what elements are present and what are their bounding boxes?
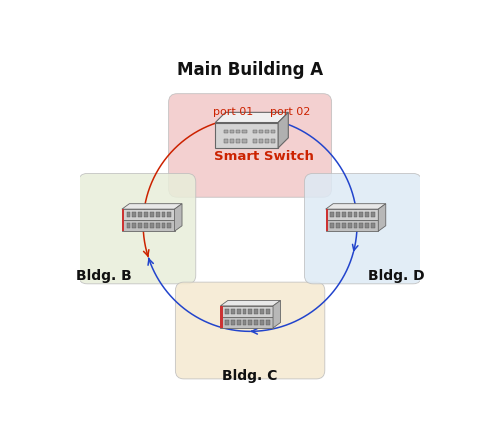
Bar (150, 223, 154, 228)
Bar (371, 212, 375, 217)
Polygon shape (122, 204, 182, 209)
Bar (266, 320, 270, 325)
Bar (236, 139, 241, 143)
Polygon shape (221, 300, 281, 306)
Bar (167, 212, 171, 217)
Bar (144, 212, 148, 217)
Bar (138, 223, 142, 228)
Bar (132, 223, 136, 228)
Text: Smart Switch: Smart Switch (214, 149, 314, 163)
Bar (230, 130, 234, 133)
Text: port 02: port 02 (270, 107, 311, 117)
Bar (254, 320, 258, 325)
Bar (336, 223, 340, 228)
Bar (336, 212, 340, 217)
Bar (259, 130, 263, 133)
Polygon shape (273, 300, 281, 328)
Bar (330, 212, 334, 217)
Polygon shape (221, 317, 273, 328)
Bar (265, 130, 269, 133)
Bar (360, 212, 363, 217)
Bar (122, 209, 124, 220)
FancyBboxPatch shape (79, 173, 196, 284)
Bar (225, 320, 229, 325)
Bar (167, 223, 171, 228)
Bar (150, 212, 154, 217)
Bar (259, 139, 263, 143)
Polygon shape (221, 306, 273, 317)
FancyBboxPatch shape (305, 173, 422, 284)
Bar (132, 212, 136, 217)
Bar (162, 212, 165, 217)
Bar (348, 223, 352, 228)
Bar (221, 306, 223, 317)
Bar (231, 320, 235, 325)
Text: Bldg. B: Bldg. B (76, 269, 131, 283)
Bar (224, 130, 228, 133)
Polygon shape (325, 209, 378, 220)
Text: Bldg. C: Bldg. C (223, 370, 278, 383)
Bar (237, 320, 241, 325)
Bar (325, 220, 328, 231)
Bar (122, 220, 124, 231)
Bar (366, 223, 369, 228)
Bar (366, 212, 369, 217)
Bar (242, 139, 246, 143)
Polygon shape (175, 204, 182, 231)
Bar (243, 309, 246, 314)
Bar (237, 309, 241, 314)
FancyBboxPatch shape (175, 282, 325, 379)
Bar (342, 212, 346, 217)
Polygon shape (325, 220, 378, 231)
Text: Bldg. D: Bldg. D (368, 269, 425, 283)
FancyBboxPatch shape (168, 93, 332, 197)
Bar (248, 320, 252, 325)
Bar (330, 223, 334, 228)
Polygon shape (278, 112, 288, 148)
Bar (348, 212, 352, 217)
Bar (156, 223, 160, 228)
Polygon shape (215, 123, 278, 148)
Bar (230, 139, 234, 143)
Bar (354, 223, 357, 228)
Bar (224, 139, 228, 143)
Bar (266, 309, 270, 314)
Bar (221, 317, 223, 328)
Bar (225, 309, 229, 314)
Bar (342, 223, 346, 228)
Polygon shape (122, 209, 175, 220)
Bar (260, 320, 264, 325)
Bar (265, 139, 269, 143)
Bar (231, 309, 235, 314)
Bar (360, 223, 363, 228)
Bar (260, 309, 264, 314)
Bar (162, 223, 165, 228)
Bar (243, 320, 246, 325)
Bar (242, 130, 246, 133)
Bar (138, 212, 142, 217)
Text: Main Building A: Main Building A (177, 61, 323, 79)
Bar (254, 309, 258, 314)
Bar (354, 212, 357, 217)
Bar (127, 212, 130, 217)
Bar (325, 209, 328, 220)
Polygon shape (215, 112, 288, 123)
Bar (271, 130, 275, 133)
Bar (236, 130, 241, 133)
Polygon shape (325, 204, 386, 209)
Bar (144, 223, 148, 228)
Polygon shape (378, 204, 386, 231)
Bar (127, 223, 130, 228)
Bar (253, 139, 257, 143)
Bar (371, 223, 375, 228)
Bar (248, 309, 252, 314)
Bar (156, 212, 160, 217)
Text: port 01: port 01 (213, 107, 253, 117)
Bar (253, 130, 257, 133)
Bar (271, 139, 275, 143)
Polygon shape (122, 220, 175, 231)
